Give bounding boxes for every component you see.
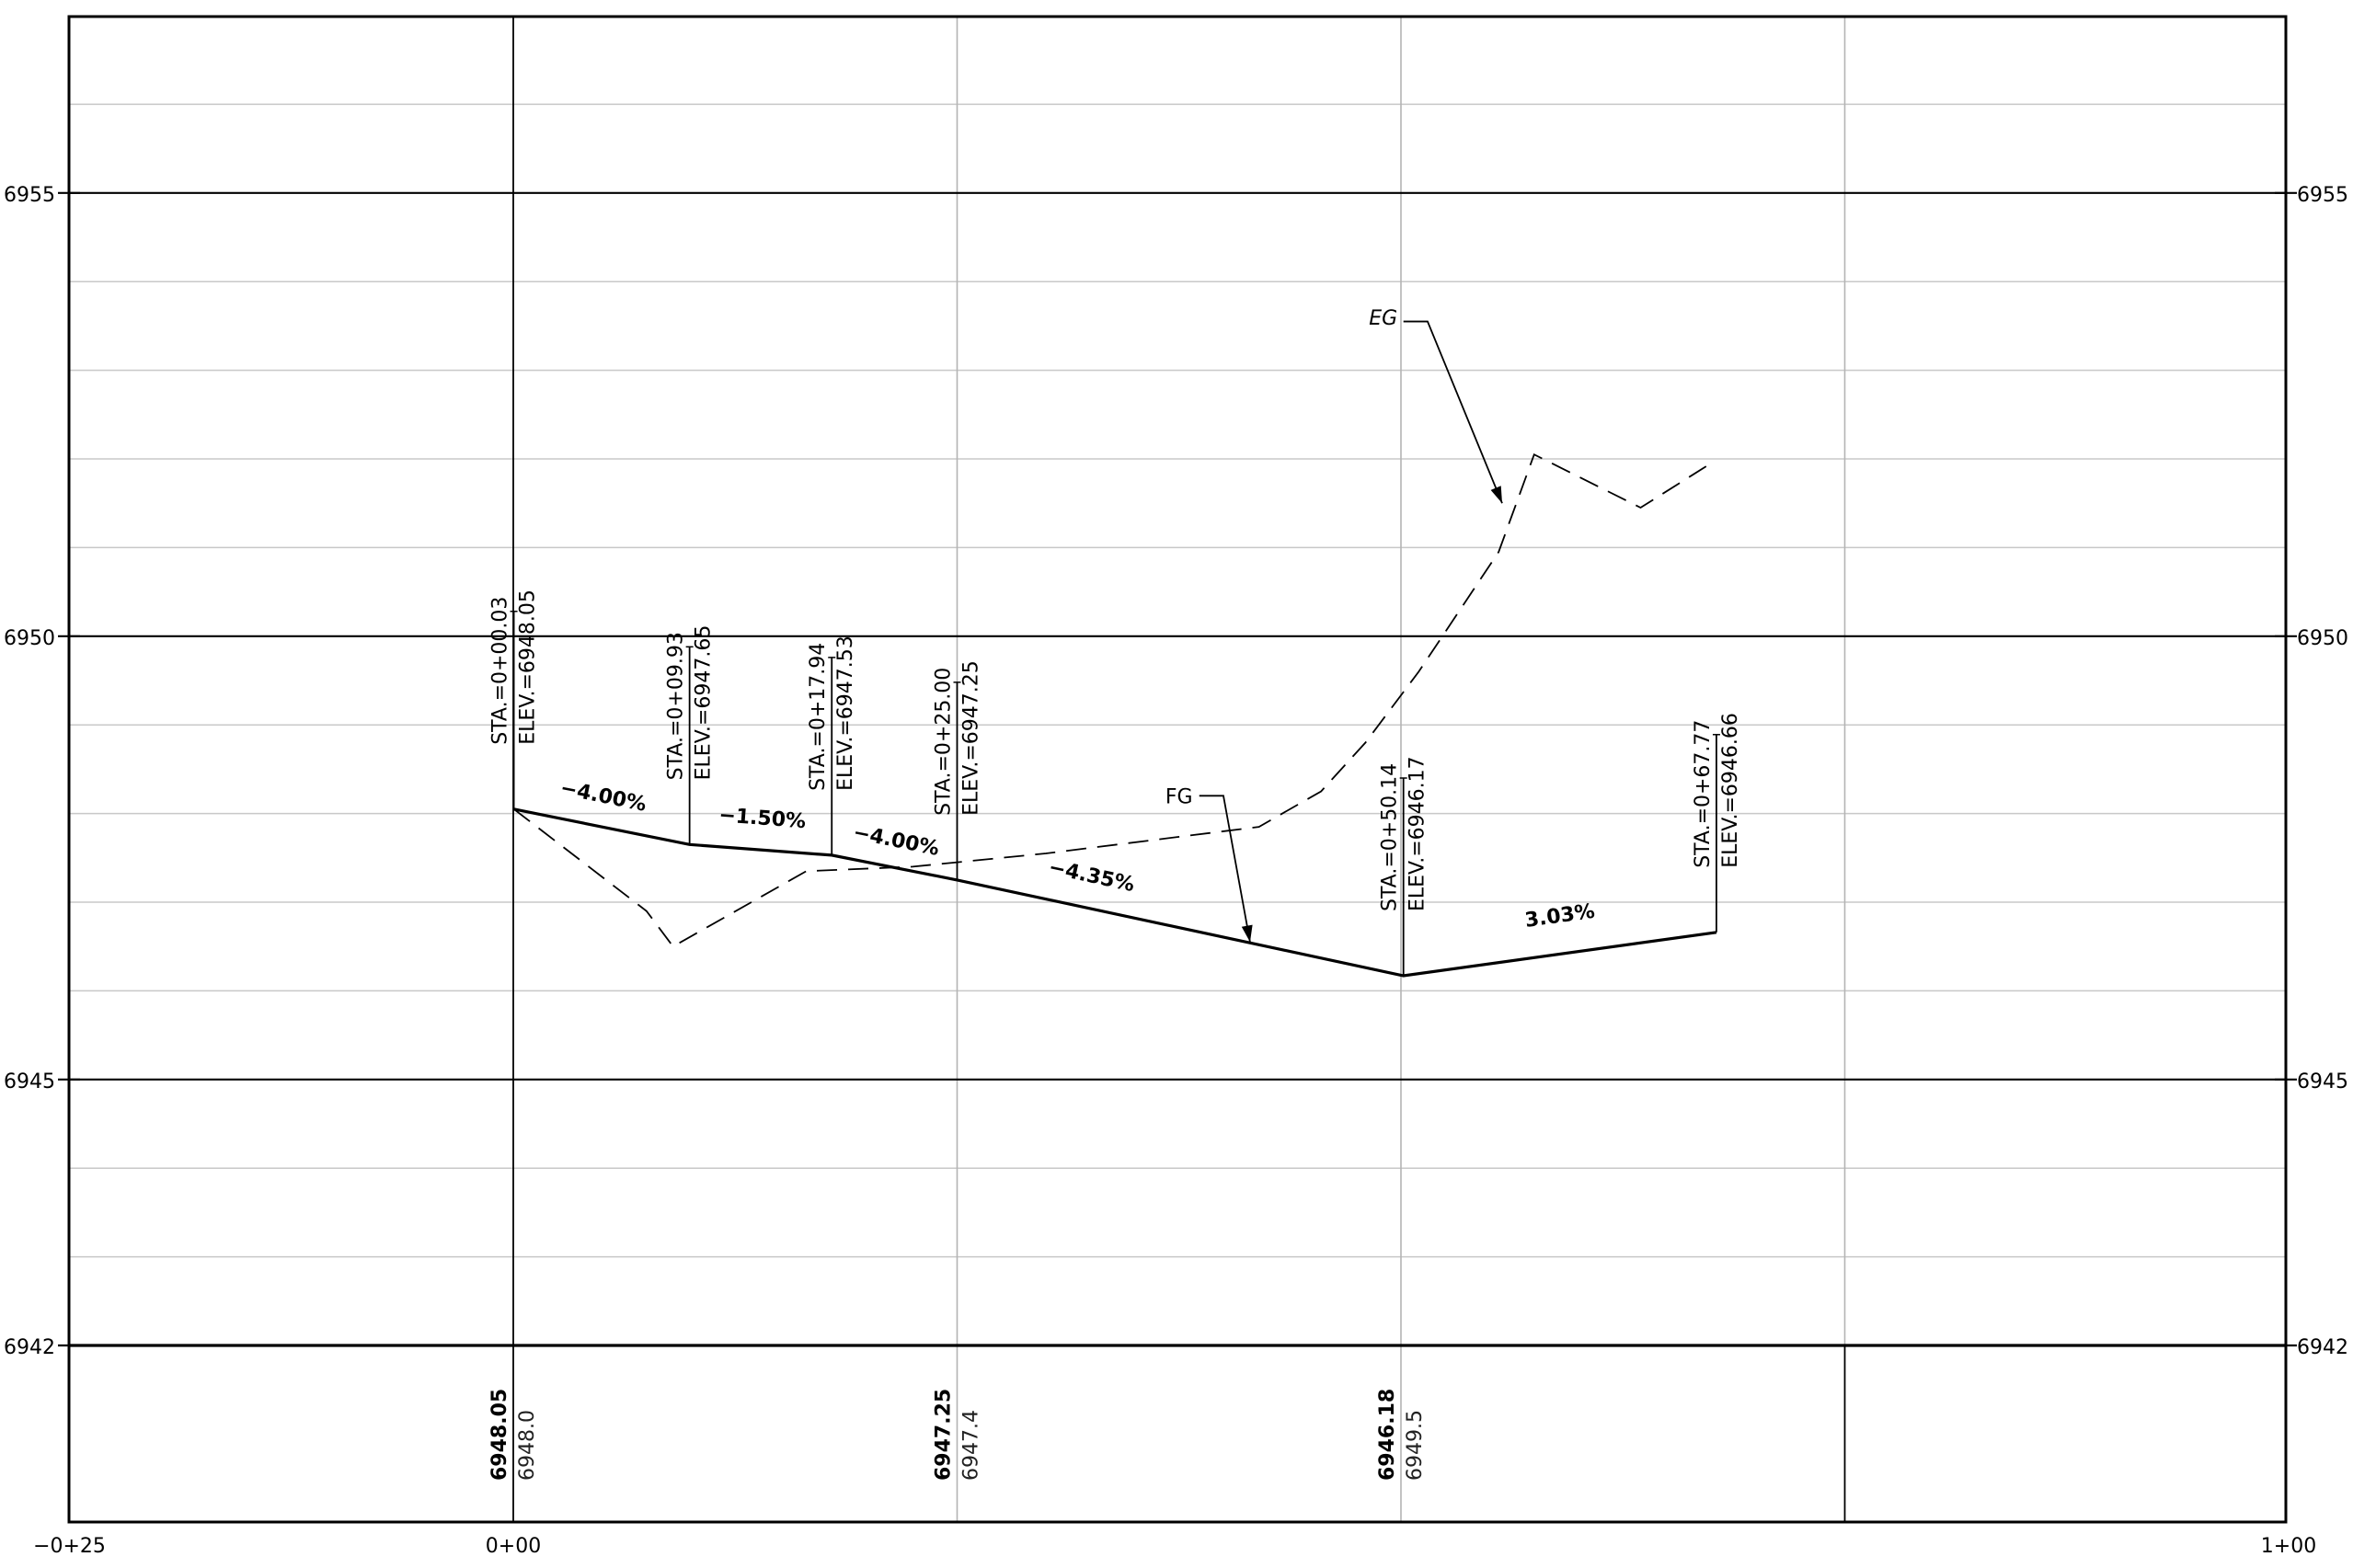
y-tick-label-right: 6950 — [2297, 627, 2348, 650]
bottom-eg-value: 6948.0 — [516, 1410, 539, 1481]
leader-line-eg — [1403, 320, 1503, 504]
bottom-eg-value: 6947.4 — [960, 1410, 983, 1481]
leader-arrow-eg — [1490, 486, 1503, 504]
x-tick-label: 1+00 — [2261, 1535, 2316, 1558]
elevation-label: ELEV.=6947.53 — [834, 635, 857, 791]
station-label: STA.=0+67.77 — [1692, 720, 1715, 868]
x-tick-label: −0+25 — [33, 1535, 106, 1558]
plot-frame — [67, 15, 2288, 1524]
elevation-label: ELEV.=6946.17 — [1406, 756, 1429, 911]
leader-callouts: EG FG — [1165, 307, 1503, 943]
bottom-fg-value: 6948.05 — [488, 1389, 511, 1481]
bottom-fg-value: 6947.25 — [933, 1389, 956, 1481]
station-label: STA.=0+17.94 — [807, 643, 830, 791]
station-label: STA.=0+25.00 — [933, 668, 956, 816]
y-tick-label-left: 6955 — [4, 184, 55, 207]
series-line-eg — [513, 452, 1716, 948]
station-label: STA.=0+09.93 — [665, 632, 688, 780]
bottom-value-band: 6948.05 6948.0 6947.25 6947.4 6946.18 6949.5 — [488, 1389, 1427, 1481]
station-label: STA.=0+00.03 — [489, 597, 512, 745]
plot-border — [67, 15, 2288, 1524]
bottom-fg-value: 6946.18 — [1376, 1389, 1399, 1481]
y-tick-label-right: 6942 — [2297, 1336, 2348, 1359]
station-labels: STA.=0+00.03 ELEV.=6948.05 STA.=0+09.93 ELE… — [489, 589, 1742, 977]
elevation-label: ELEV.=6947.65 — [693, 625, 716, 781]
elevation-label: ELEV.=6946.66 — [1719, 713, 1742, 868]
x-tick-label: 0+00 — [486, 1535, 541, 1558]
elevation-label: ELEV.=6948.05 — [517, 589, 540, 745]
leader-label-fg: FG — [1165, 785, 1193, 808]
leader-arrow-fg — [1241, 924, 1253, 943]
y-tick-label-left: 6945 — [4, 1070, 55, 1093]
elevation-label: ELEV.=6947.25 — [960, 660, 983, 816]
axis-ticks: 6955 6955 6950 6950 6945 6945 6942 6942 −0+25 0+0… — [4, 184, 2348, 1558]
leader-label-eg: EG — [1369, 307, 1397, 330]
y-tick-label-right: 6945 — [2297, 1070, 2348, 1093]
series-layer — [513, 452, 1717, 978]
minor-gridlines — [69, 103, 2286, 1258]
leader-line-fg — [1199, 795, 1251, 943]
bottom-eg-value: 6949.5 — [1404, 1410, 1427, 1481]
y-tick-label-left: 6950 — [4, 627, 55, 650]
station-label: STA.=0+50.14 — [1379, 763, 1402, 911]
y-tick-label-right: 6955 — [2297, 184, 2348, 207]
y-tick-label-left: 6942 — [4, 1336, 55, 1359]
